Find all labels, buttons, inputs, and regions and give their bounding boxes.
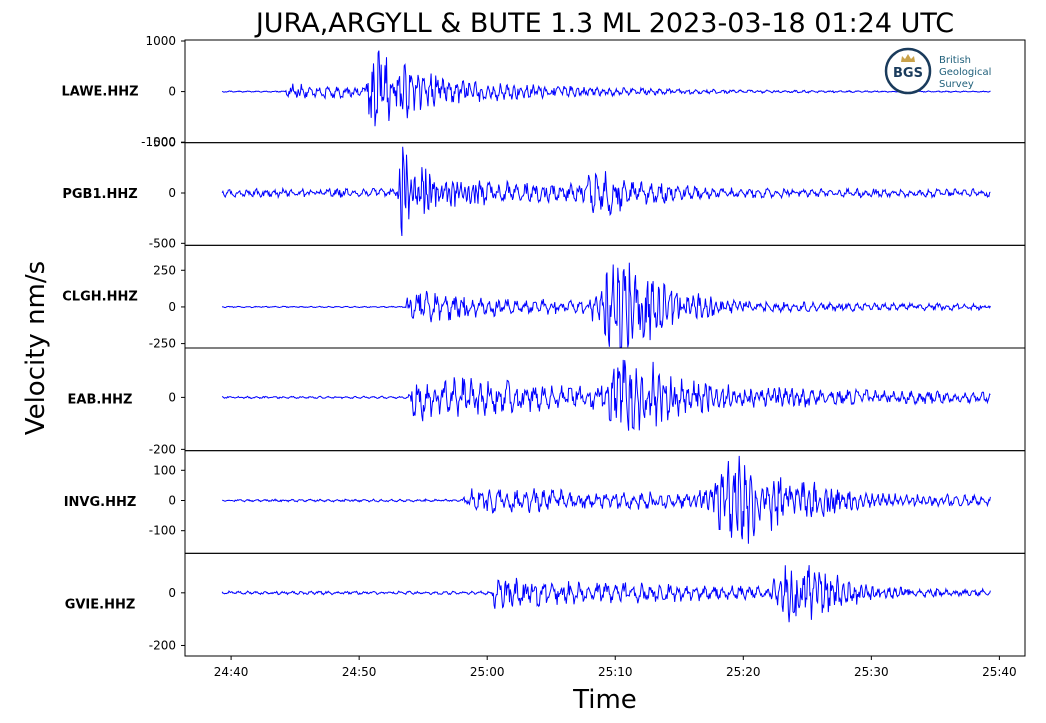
y-tick-label: -200 [149,442,176,456]
bgs-logo: BGS British Geological Survey [884,47,991,95]
x-tick-label: 25:10 [598,665,633,679]
waveform-trace [222,455,991,544]
waveform-trace [221,565,991,623]
station-label: LAWE.HHZ [61,84,138,99]
y-tick-label: -100 [149,524,176,538]
y-tick-label: 0 [168,493,176,507]
x-tick-label: 25:30 [854,665,889,679]
panel-eab-hhz: EAB.HHZ 0 -200 [68,347,1026,456]
y-tick-label: -250 [149,337,176,351]
bgs-logo-ring [884,47,932,95]
bgs-logo-line-1: British [939,55,971,66]
waveform-trace [221,359,991,431]
station-label: INVG.HHZ [64,495,137,510]
y-tick-label: 0 [168,586,176,600]
crown-icon [901,54,915,62]
y-tick-label: 0 [168,186,176,200]
y-tick-label: 0 [168,300,176,314]
y-axis-label: Velocity nm/s [21,261,51,435]
station-label: EAB.HHZ [68,392,133,407]
station-label: GVIE.HHZ [65,598,136,613]
waveform-trace [221,50,991,127]
x-axis-label: Time [572,685,637,715]
x-tick-label: 24:50 [342,665,377,679]
waveform-trace [221,146,991,237]
station-label: CLGH.HHZ [62,290,138,305]
panel-pgb1-hhz: PGB1.HHZ 500 0 -500 [62,136,1026,250]
bgs-logo-line-2: Geological [939,67,991,78]
x-tick-label: 25:40 [982,665,1017,679]
y-tick-label: -500 [149,236,176,250]
y-tick-label: 0 [168,390,176,404]
panel-frame [184,552,1026,657]
panel-gvie-hhz: GVIE.HHZ 0 -200 [65,552,1026,657]
y-tick-label: 1000 [145,34,176,48]
panels: LAWE.HHZ10000-1000PGB1.HHZ5000-500CLGH.H… [61,34,1026,657]
panel-invg-hhz: INVG.HHZ 100 0 -100 [64,450,1026,554]
y-tick-label: 100 [153,463,176,477]
panel-clgh-hhz: CLGH.HHZ 250 0 -250 [62,244,1026,351]
y-tick-label: -1000 [141,135,176,149]
x-tick-label: 24:40 [214,665,249,679]
bgs-logo-initials: BGS [893,66,923,81]
x-axis-ticks: 24:40 24:50 25:00 25:10 25:20 25:30 25:40 [214,656,1017,679]
bgs-logo-line-3: Survey [939,79,974,90]
panel-lawe-hhz: LAWE.HHZ 1000 0 -1000 [61,34,1026,149]
y-tick-label: 250 [153,263,176,277]
station-label: PGB1.HHZ [62,187,137,202]
y-tick-label: -200 [149,638,176,652]
x-tick-label: 25:00 [470,665,505,679]
y-tick-label: 0 [168,85,176,99]
figure-title: JURA,ARGYLL & BUTE 1.3 ML 2023-03-18 01:… [254,8,954,39]
waveform-trace [221,262,991,348]
x-tick-label: 25:20 [726,665,761,679]
y-tick-label: 500 [153,136,176,150]
